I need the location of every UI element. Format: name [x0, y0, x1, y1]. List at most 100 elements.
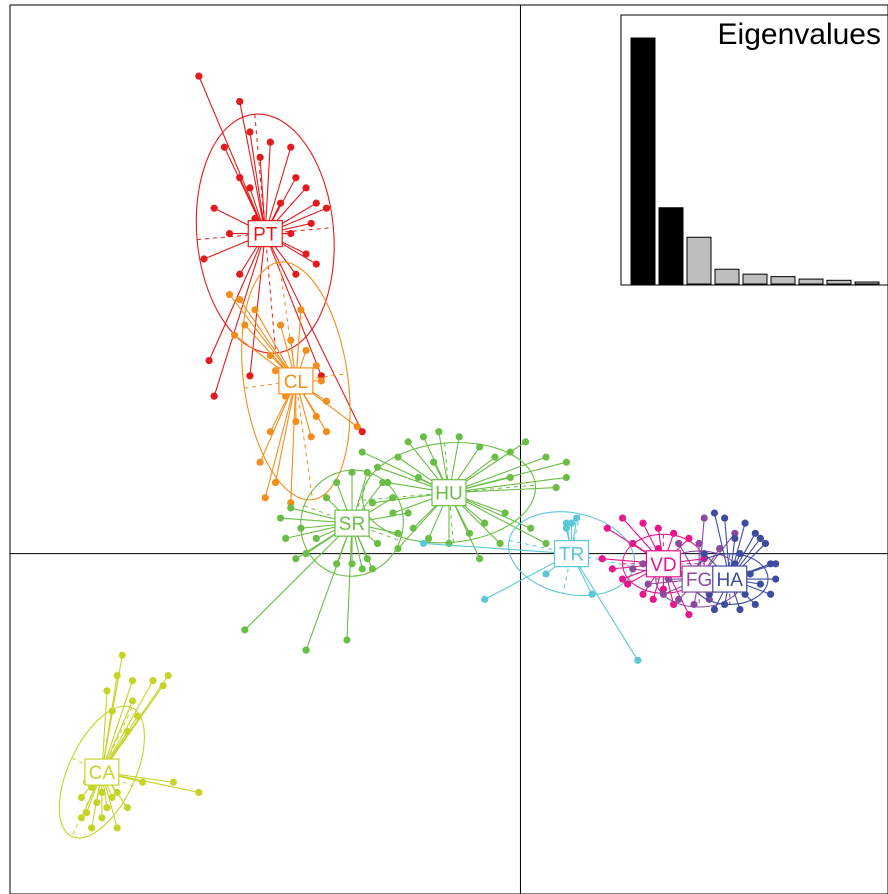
point-vd — [603, 524, 611, 532]
label-box-sr — [334, 509, 370, 537]
point-hu — [394, 453, 402, 461]
point-cl — [297, 306, 305, 314]
point-cl — [251, 306, 259, 314]
point-hu — [384, 478, 392, 487]
point-ca — [108, 793, 116, 802]
point-pt — [246, 128, 254, 136]
point-ha — [756, 580, 764, 588]
label-text-vd: VD — [650, 555, 676, 576]
label-box-hu — [431, 479, 467, 507]
point-sr — [368, 565, 377, 573]
point-pt — [225, 230, 234, 238]
segment-tr — [571, 553, 639, 661]
point-cl — [307, 433, 315, 441]
point-hu — [501, 509, 509, 517]
point-hu — [358, 448, 366, 456]
point-sr — [348, 468, 356, 476]
segment-ca — [101, 680, 154, 773]
point-cl — [322, 428, 331, 436]
point-sr — [302, 646, 310, 654]
label-box-pt — [247, 220, 283, 248]
point-hu — [424, 534, 433, 543]
point-sr — [343, 636, 351, 644]
point-pt — [317, 372, 325, 380]
segment-sr — [346, 523, 353, 641]
point-sr — [333, 560, 341, 568]
point-ha — [766, 560, 775, 568]
point-hu — [373, 463, 382, 471]
point-sr — [297, 524, 305, 532]
point-pt — [236, 174, 244, 182]
point-hu — [527, 524, 535, 532]
point-sr — [394, 529, 402, 537]
point-fg — [675, 539, 683, 548]
point-pt — [266, 138, 274, 146]
label-text-hu: HU — [435, 484, 462, 505]
point-fg — [695, 539, 703, 548]
point-ha — [761, 539, 770, 548]
point-pt — [302, 184, 310, 192]
point-pt — [287, 230, 295, 238]
label-text-pt: PT — [253, 225, 278, 246]
point-sr — [379, 478, 387, 487]
point-ca — [108, 707, 116, 715]
point-pt — [322, 204, 331, 212]
point-fg — [690, 600, 698, 609]
point-hu — [491, 453, 499, 461]
eigenvalue-bar — [826, 279, 852, 285]
ellipse-axis-cl — [244, 373, 348, 389]
segment-pt — [264, 147, 292, 234]
point-cl — [322, 397, 331, 405]
label-ha: HA — [712, 565, 748, 593]
point-vd — [639, 590, 647, 598]
point-fg — [639, 560, 647, 568]
point-hu — [521, 438, 530, 446]
segment-hu — [448, 476, 567, 494]
point-ca — [123, 804, 132, 812]
point-ca — [159, 682, 167, 690]
point-ha — [772, 560, 780, 568]
point-vd — [685, 534, 693, 543]
segment-pt — [264, 142, 271, 234]
point-pt — [256, 153, 264, 161]
label-box-cl — [278, 367, 314, 395]
point-hu — [419, 433, 428, 441]
label-cl: CL — [278, 367, 314, 395]
point-tr — [542, 570, 550, 578]
point-pt — [195, 72, 203, 80]
eigenvalue-bar — [742, 273, 768, 285]
point-tr — [419, 539, 428, 548]
point-sr — [302, 550, 310, 558]
point-tr — [567, 519, 576, 527]
point-tr — [481, 595, 489, 603]
point-cl — [271, 478, 280, 487]
label-text-fg: FG — [686, 570, 712, 591]
point-ca — [195, 788, 203, 797]
point-sr — [348, 560, 356, 568]
point-pt — [236, 270, 244, 278]
point-cl — [287, 336, 295, 344]
point-cl — [287, 499, 295, 507]
point-ca — [139, 778, 147, 786]
point-ca — [77, 814, 86, 822]
point-tr — [562, 524, 571, 532]
point-cl — [241, 321, 249, 329]
group-cl — [225, 261, 361, 507]
point-ha — [736, 605, 744, 614]
point-cl — [256, 458, 264, 466]
segment-pt — [239, 101, 266, 234]
point-fg — [731, 529, 739, 537]
point-hu — [435, 428, 443, 436]
point-hu — [414, 473, 422, 482]
eigenvalue-bar — [630, 37, 656, 285]
point-cl — [225, 290, 234, 299]
point-cl — [271, 367, 280, 375]
segment-cl — [229, 294, 297, 382]
segment-pt — [249, 233, 266, 376]
eigenvalue-bars — [630, 37, 880, 285]
point-fg — [675, 595, 683, 603]
segment-cl — [290, 380, 297, 503]
point-ca — [113, 824, 121, 832]
point-cl — [353, 423, 361, 431]
